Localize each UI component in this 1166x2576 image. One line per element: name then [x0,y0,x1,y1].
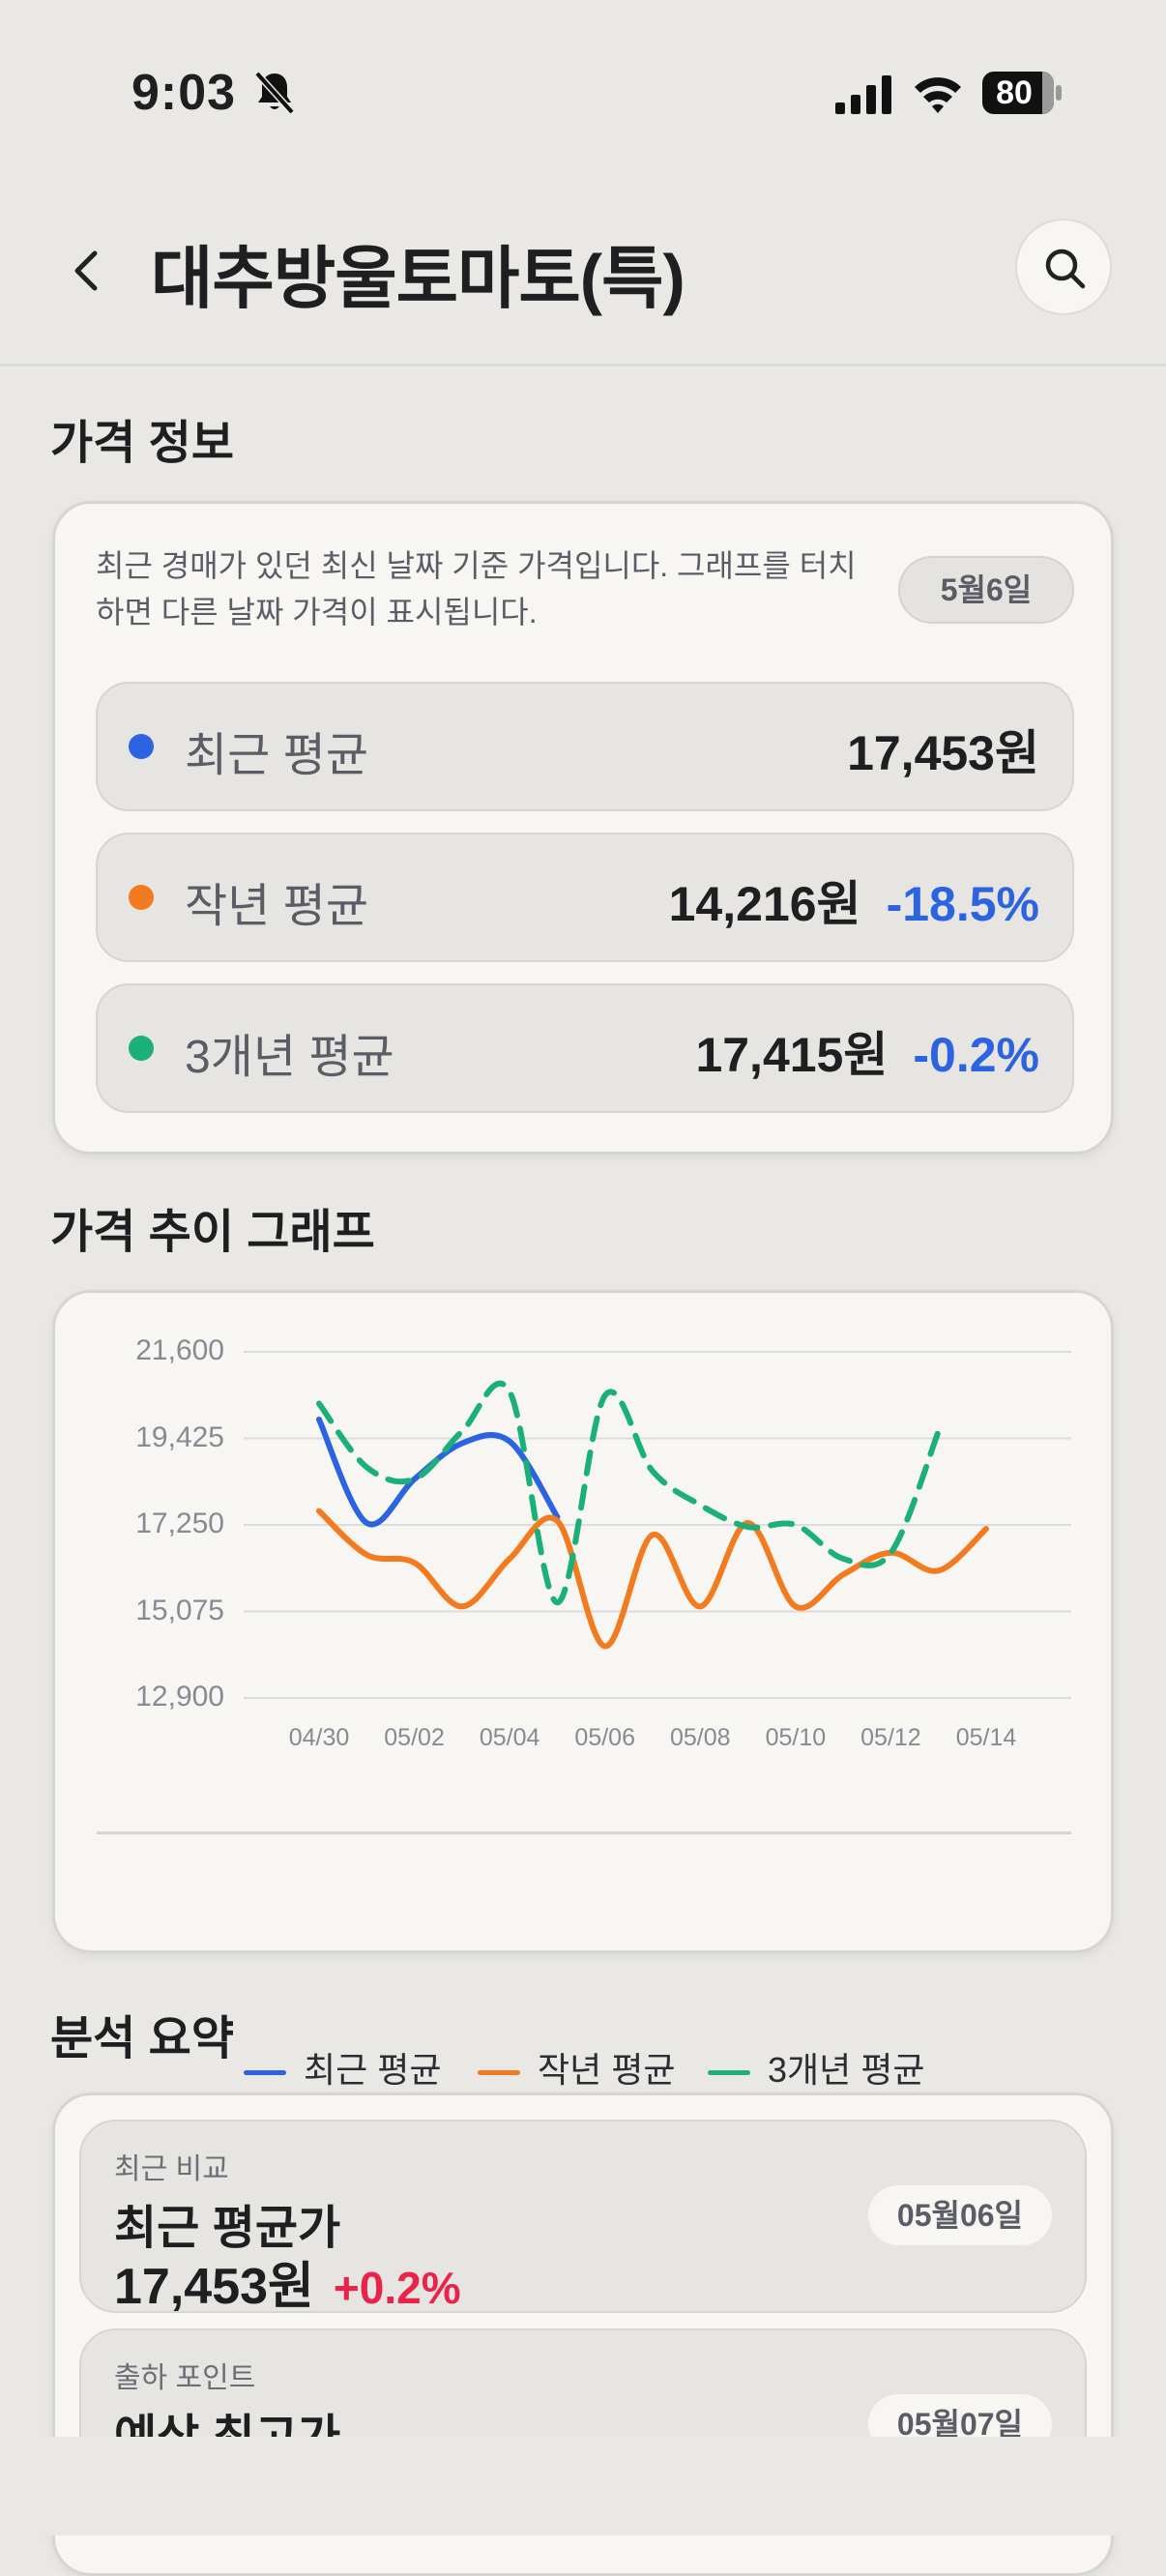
y-tick-label: 12,900 [135,1681,224,1712]
y-tick-label: 15,075 [135,1594,224,1626]
x-tick-label: 05/06 [574,1724,635,1751]
y-tick-label: 19,425 [135,1420,224,1453]
section-title-trend: 가격 추이 그래프 [50,1207,375,1258]
summary-value: 17,453원 [114,2259,314,2315]
summary-date-badge: 05월06일 [867,2185,1052,2245]
price-value-group: 17,415원 -0.2% [695,1016,1039,1086]
summary-date-badge: 05월07일 [867,2394,1052,2454]
price-row-last-year: 작년 평균 14,216원 -18.5% [96,833,1074,962]
search-icon [1045,249,1086,289]
legend-item: 최근 평균 [244,2042,441,2100]
price-value: 14,216원 [668,877,861,931]
x-tick-label: 04/30 [288,1724,350,1751]
status-bar: 9:03 80 [0,0,1166,145]
y-tick-label: 21,600 [135,1334,224,1366]
legend-item: 3개년 평균 [708,2042,925,2100]
status-time: 9:03 [131,65,237,121]
battery-icon: 80 [982,72,1062,114]
cellular-signal-icon [835,75,891,114]
price-change: -0.2% [913,1028,1039,1082]
price-value: 17,453원 [847,726,1039,780]
bell-off-icon [254,71,295,115]
bottom-edge [0,2437,1166,2535]
legend-swatch [478,2069,520,2075]
summary-heading: 최근 평균가 [114,2203,341,2254]
section-title-price-info: 가격 정보 [50,418,234,469]
x-tick-label: 05/12 [860,1724,921,1751]
three-year-dot-icon [129,1036,154,1061]
summary-item-recent[interactable]: 최근 비교 최근 평균가 17,453원 +0.2% 05월06일 [79,2120,1087,2315]
x-tick-label: 05/04 [479,1724,540,1751]
price-info-description: 최근 경매가 있던 최신 날짜 기준 가격입니다. 그래프를 터치하면 다른 날… [96,548,857,629]
legend-swatch [708,2069,750,2075]
summary-kicker: 최근 비교 [114,2153,229,2185]
price-label: 최근 평균 [185,730,368,781]
price-info-card[interactable]: 최근 경매가 있던 최신 날짜 기준 가격입니다. 그래프를 터치하면 다른 날… [52,501,1114,1155]
price-value-group: 14,216원 -18.5% [669,865,1039,935]
search-button[interactable] [1015,219,1112,315]
price-label: 작년 평균 [185,881,368,932]
wifi-icon [915,77,961,113]
last-year-dot-icon [129,885,154,910]
legend-item: 작년 평균 [478,2042,675,2100]
price-date-badge[interactable]: 5월6일 [898,556,1074,624]
summary-kicker: 출하 포인트 [114,2362,256,2394]
legend-label: 최근 평균 [304,2050,442,2090]
back-chevron-icon[interactable] [58,242,116,300]
app-header: 대추방울토마토(특) [0,184,1166,366]
legend-swatch [244,2069,286,2075]
price-change: -18.5% [886,877,1039,931]
summary-change: +0.2% [333,2263,461,2313]
x-tick-label: 05/10 [765,1724,827,1751]
summary-value-group: 17,453원 +0.2% [114,2245,461,2318]
price-value: 17,415원 [695,1028,889,1082]
legend-label: 작년 평균 [538,2050,676,2090]
battery-level: 80 [996,74,1033,111]
price-value-group: 17,453원 [847,715,1039,784]
section-title-summary: 분석 요약 [50,2013,234,2064]
price-row-3year: 3개년 평균 17,415원 -0.2% [96,983,1074,1113]
legend-label: 3개년 평균 [768,2050,925,2090]
x-tick-label: 05/02 [384,1724,445,1751]
price-label: 3개년 평균 [185,1032,394,1083]
recent-dot-icon [129,734,154,759]
y-tick-label: 17,250 [135,1508,224,1539]
x-tick-label: 05/08 [670,1724,731,1751]
x-tick-label: 05/14 [955,1724,1017,1751]
price-row-recent: 최근 평균 17,453원 [96,682,1074,811]
page-title: 대추방울토마토(특) [151,241,685,316]
chart-divider [97,1831,1071,1834]
